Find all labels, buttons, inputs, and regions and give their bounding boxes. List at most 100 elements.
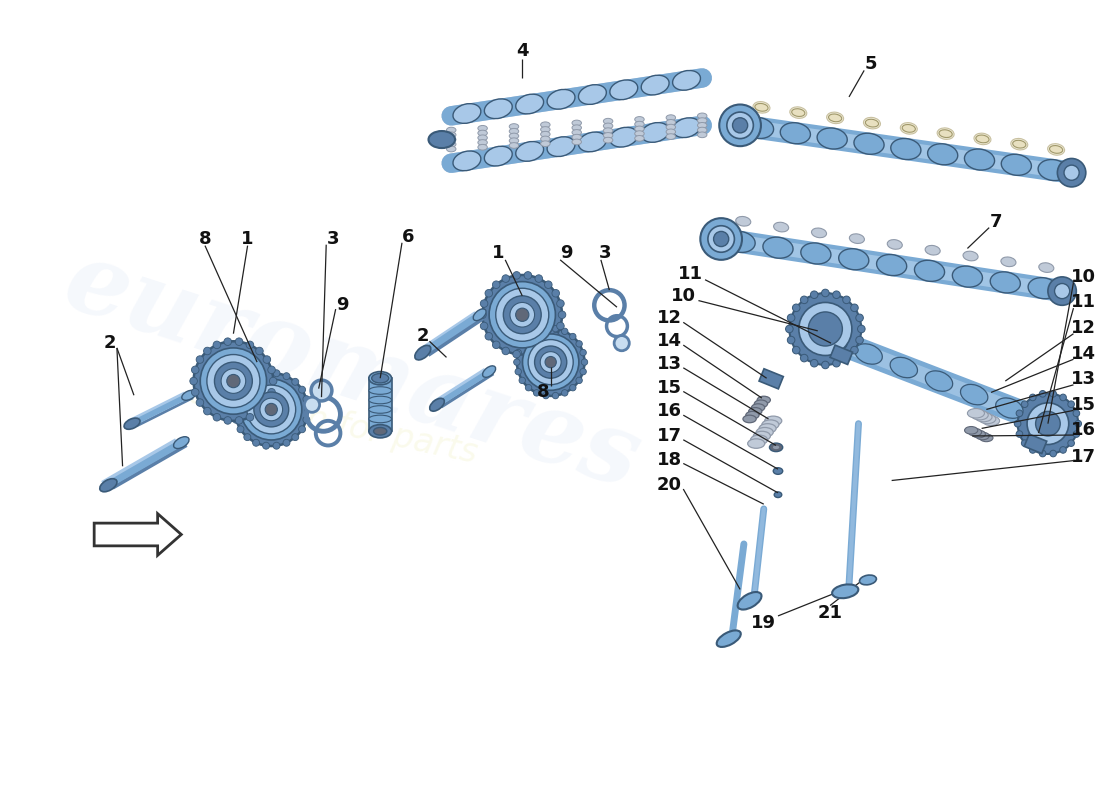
Circle shape (580, 350, 586, 356)
Circle shape (1059, 394, 1066, 401)
Ellipse shape (939, 130, 953, 138)
Ellipse shape (672, 70, 701, 90)
Circle shape (1048, 277, 1076, 306)
Circle shape (522, 334, 579, 390)
Ellipse shape (604, 118, 613, 124)
Circle shape (576, 341, 582, 347)
Ellipse shape (755, 400, 768, 407)
Text: 19: 19 (751, 614, 777, 631)
Text: 14: 14 (657, 332, 682, 350)
Ellipse shape (937, 128, 954, 139)
Ellipse shape (635, 117, 645, 122)
Bar (830, 345, 852, 365)
Ellipse shape (368, 406, 392, 414)
Circle shape (581, 359, 587, 366)
Text: 15: 15 (1070, 396, 1096, 414)
Circle shape (1057, 158, 1086, 187)
Circle shape (1016, 410, 1023, 417)
Ellipse shape (1038, 159, 1068, 181)
Text: 11: 11 (1070, 294, 1096, 311)
Circle shape (524, 350, 531, 358)
Circle shape (812, 316, 838, 342)
Ellipse shape (697, 127, 707, 133)
Circle shape (540, 352, 561, 373)
Circle shape (552, 333, 560, 340)
Circle shape (1030, 446, 1036, 454)
Circle shape (1030, 394, 1036, 401)
Circle shape (856, 336, 864, 344)
Ellipse shape (751, 404, 764, 411)
Circle shape (1028, 404, 1068, 443)
Ellipse shape (1047, 144, 1065, 155)
Circle shape (283, 439, 290, 446)
Circle shape (559, 311, 565, 318)
Circle shape (481, 300, 488, 307)
Ellipse shape (477, 126, 487, 131)
Text: 5: 5 (865, 54, 877, 73)
Circle shape (273, 370, 280, 377)
Ellipse shape (509, 129, 519, 134)
Ellipse shape (477, 144, 487, 150)
Circle shape (302, 396, 310, 402)
Ellipse shape (368, 396, 392, 404)
Circle shape (843, 354, 850, 362)
Ellipse shape (891, 138, 921, 159)
Ellipse shape (509, 124, 519, 130)
Circle shape (254, 392, 288, 427)
Ellipse shape (996, 398, 1023, 418)
Circle shape (514, 359, 520, 366)
Ellipse shape (509, 138, 519, 143)
Text: 3: 3 (327, 230, 339, 248)
Ellipse shape (925, 246, 940, 255)
Ellipse shape (888, 240, 902, 250)
Ellipse shape (509, 142, 519, 148)
Circle shape (493, 281, 500, 289)
Circle shape (552, 290, 560, 297)
Ellipse shape (725, 231, 756, 253)
Ellipse shape (757, 396, 770, 404)
Circle shape (244, 434, 251, 441)
Circle shape (528, 339, 573, 385)
Ellipse shape (447, 146, 456, 152)
Circle shape (273, 442, 280, 449)
Circle shape (850, 304, 858, 312)
Circle shape (224, 338, 231, 346)
Ellipse shape (697, 113, 707, 118)
Ellipse shape (572, 125, 582, 130)
Circle shape (302, 416, 310, 423)
Circle shape (542, 392, 549, 399)
Circle shape (502, 347, 509, 354)
Circle shape (204, 347, 211, 354)
Circle shape (544, 341, 552, 349)
Ellipse shape (641, 75, 669, 95)
Ellipse shape (635, 135, 645, 142)
Ellipse shape (447, 137, 456, 142)
Ellipse shape (635, 126, 645, 132)
Ellipse shape (572, 139, 582, 145)
Ellipse shape (755, 103, 768, 111)
Circle shape (1022, 440, 1028, 446)
Circle shape (224, 417, 231, 424)
Text: 12: 12 (657, 309, 682, 326)
Ellipse shape (516, 142, 543, 162)
Text: 9: 9 (561, 244, 573, 262)
Circle shape (1014, 420, 1021, 427)
Ellipse shape (774, 492, 782, 498)
Circle shape (856, 314, 864, 322)
Text: 17: 17 (657, 427, 682, 445)
Ellipse shape (604, 128, 613, 134)
Ellipse shape (477, 130, 487, 136)
Ellipse shape (790, 107, 806, 118)
Circle shape (490, 282, 556, 348)
Text: a pasion for parts: a pasion for parts (186, 377, 480, 470)
Ellipse shape (484, 146, 513, 166)
Circle shape (788, 336, 795, 344)
Circle shape (1049, 450, 1056, 457)
Circle shape (733, 118, 748, 133)
Ellipse shape (572, 130, 582, 135)
Ellipse shape (1013, 140, 1026, 148)
Ellipse shape (635, 122, 645, 127)
Circle shape (1049, 390, 1056, 397)
Circle shape (561, 390, 568, 396)
Ellipse shape (953, 266, 982, 287)
